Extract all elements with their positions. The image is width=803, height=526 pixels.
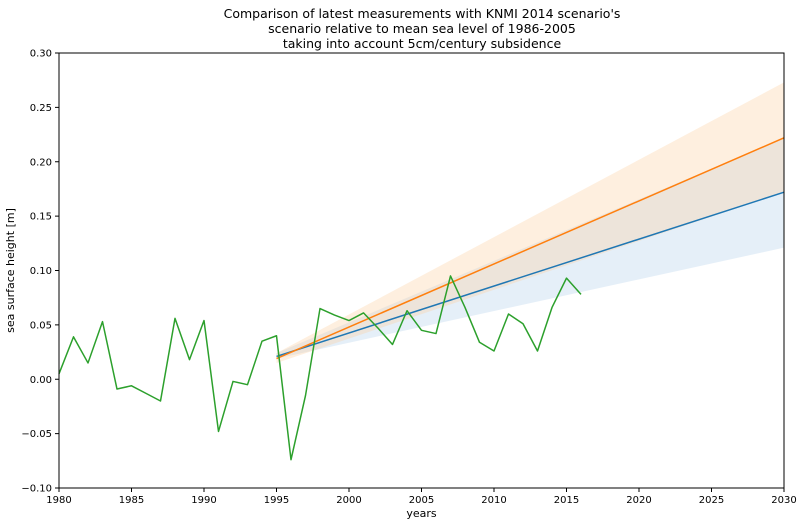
x-tick-label: 2000 — [336, 495, 361, 506]
x-tick-label: 1995 — [264, 495, 289, 506]
x-tick-label: 2020 — [626, 495, 651, 506]
x-tick-label: 1990 — [191, 495, 216, 506]
y-tick-label: −0.10 — [21, 484, 52, 495]
y-tick-label: 0.20 — [30, 157, 52, 168]
x-axis: 1980 1985 1990 1995 2000 2005 2010 2015 2020 2025… — [46, 488, 797, 506]
y-tick-label: 0.05 — [30, 320, 52, 331]
x-tick-label: 2025 — [699, 495, 724, 506]
y-tick-label: −0.05 — [21, 429, 52, 440]
y-axis-label: sea surface height [m] — [4, 208, 17, 333]
x-tick-label: 1980 — [46, 495, 71, 506]
x-tick-label: 2005 — [409, 495, 434, 506]
x-tick-label: 1985 — [119, 495, 144, 506]
scenario-2-line — [276, 137, 785, 360]
x-tick-label: 2015 — [554, 495, 579, 506]
chart-title: Comparison of latest measurements with K… — [60, 6, 784, 51]
y-tick-label: 0.10 — [30, 266, 52, 277]
x-tick-label: 2010 — [481, 495, 506, 506]
x-tick-label: 2030 — [771, 495, 796, 506]
x-axis-label: years — [406, 507, 437, 520]
chart-title-line-1: Comparison of latest measurements with K… — [223, 6, 621, 21]
y-axis: −0.10 −0.05 0.00 0.05 0.10 0.15 0.20 0.25 0.30 — [21, 49, 59, 495]
y-tick-label: 0.15 — [30, 212, 52, 223]
scenario-1-line — [276, 191, 785, 358]
chart-title-line-3: taking into account 5cm/century subsiden… — [282, 36, 562, 51]
chart-title-line-2: scenario relative to mean sea level of 1… — [268, 21, 576, 36]
y-tick-label: 0.30 — [30, 49, 52, 60]
y-tick-label: 0.25 — [30, 103, 52, 114]
scenario-2-band — [276, 82, 784, 363]
y-tick-label: 0.00 — [30, 375, 52, 386]
series-lines — [58, 137, 785, 461]
measurements-line — [58, 275, 582, 461]
scenario-bands — [276, 82, 784, 363]
